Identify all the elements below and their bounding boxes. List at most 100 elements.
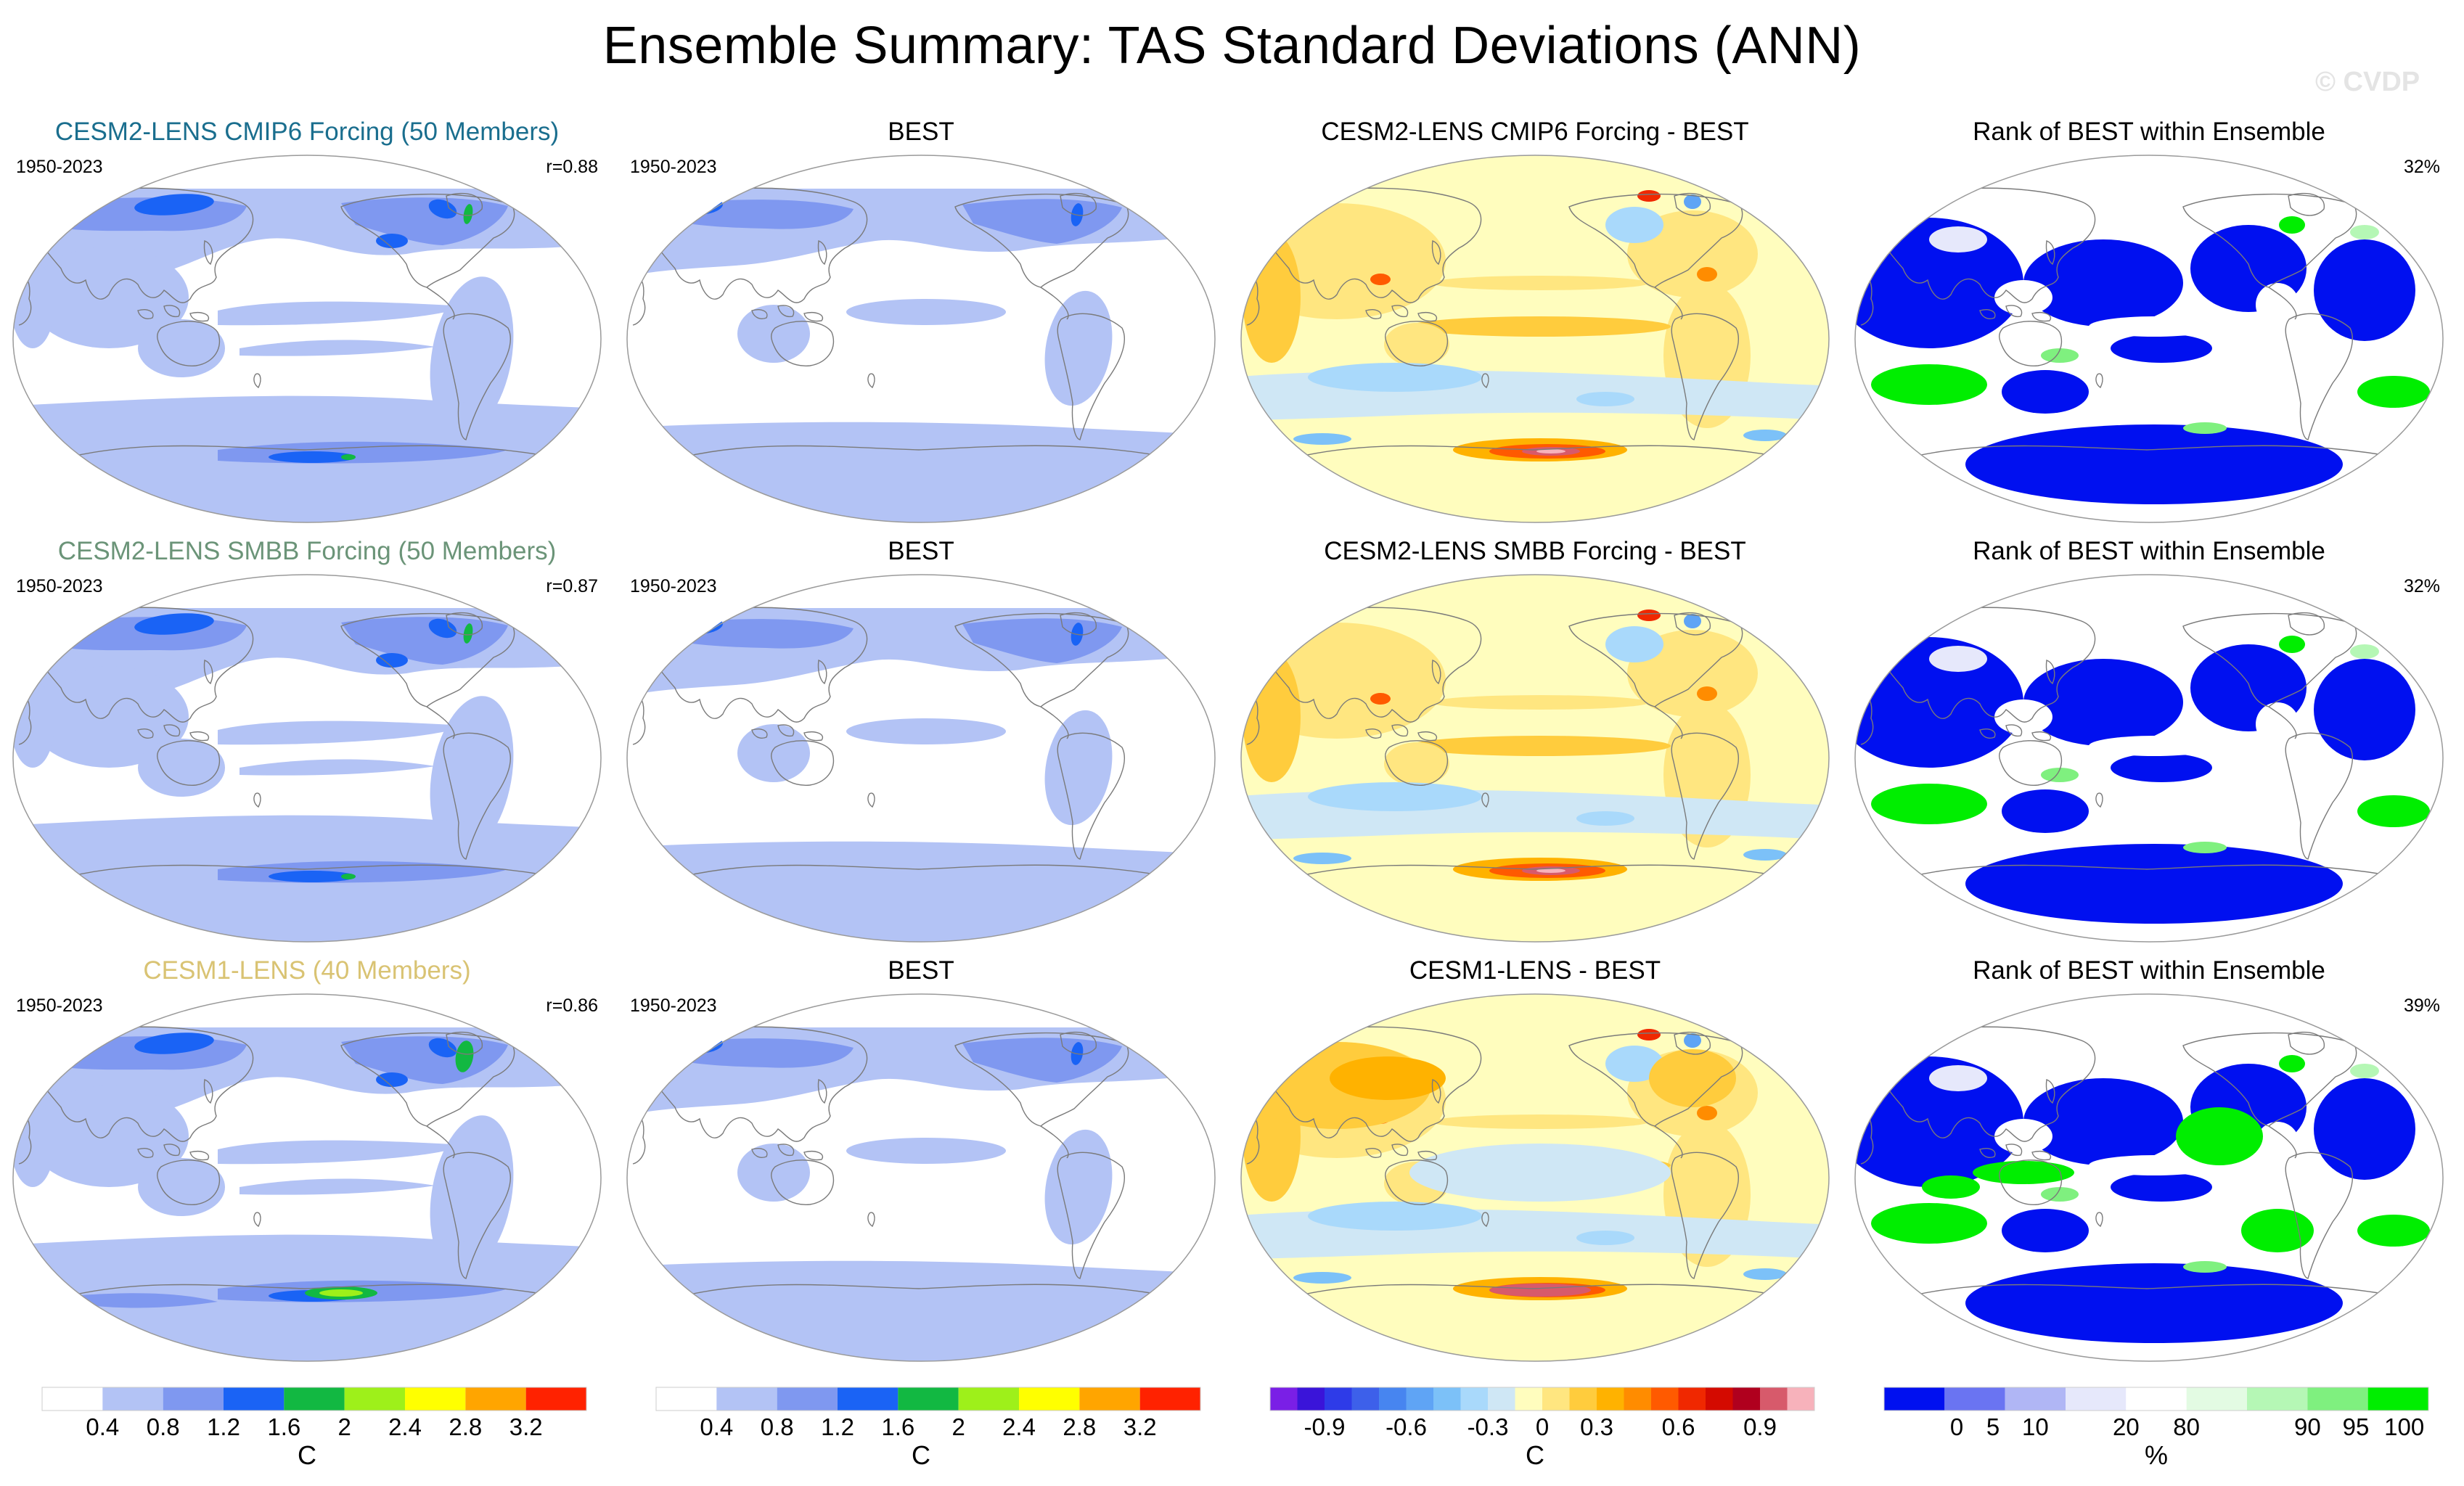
colorbar-tick-label: 2 (337, 1413, 351, 1440)
colorbar-swatch (1679, 1387, 1706, 1411)
colorbar-swatch (345, 1387, 405, 1411)
colorbar-swatch (2187, 1387, 2247, 1411)
colorbar-tick-label: 90 (2294, 1413, 2321, 1440)
colorbar-swatch (1270, 1387, 1298, 1411)
obs-std-map (614, 535, 1228, 955)
colorbar-unit-label: % (2145, 1440, 2168, 1470)
colorbar-swatch (1733, 1387, 1761, 1411)
colorbar-swatch (1515, 1387, 1543, 1411)
colorbar-swatch (465, 1387, 525, 1411)
panel-obs-row1: BEST 1950-2023 (614, 116, 1228, 535)
colorbar-unit-label: C (1526, 1440, 1544, 1470)
colorbar-swatch (2066, 1387, 2126, 1411)
colorbar-tick-label: 2.8 (1063, 1413, 1096, 1440)
colorbar-tick-label: 0.8 (147, 1413, 180, 1440)
page-title: Ensemble Summary: TAS Standard Deviation… (0, 16, 2464, 75)
diff-map (1228, 955, 1842, 1374)
std-map (0, 116, 614, 535)
colorbar-tick-label: 2.8 (449, 1413, 482, 1440)
colorbar-swatch (1433, 1387, 1461, 1411)
colorbar-tick-label: 3.2 (1123, 1413, 1157, 1440)
colorbar-swatch (42, 1387, 102, 1411)
std-map (0, 535, 614, 955)
colorbar-tick-label: 20 (2113, 1413, 2140, 1440)
colorbar-tick-label: 1.6 (267, 1413, 300, 1440)
panel-rank-row1: Rank of BEST within Ensemble 32% (1842, 116, 2456, 535)
colorbar-swatch (1379, 1387, 1407, 1411)
panel-obs-row2: BEST 1950-2023 (614, 535, 1228, 955)
panel-diff-row3: CESM1-LENS - BEST (1228, 955, 1842, 1374)
colorbar-tick-label: 10 (2022, 1413, 2049, 1440)
colorbar-tick-label: 80 (2173, 1413, 2200, 1440)
colorbar-swatch (2126, 1387, 2186, 1411)
colorbar-swatch (1884, 1387, 1944, 1411)
colorbar-unit-label: C (912, 1440, 930, 1470)
colorbar-swatch (1651, 1387, 1679, 1411)
panel-diff-row2: CESM2-LENS SMBB Forcing - BEST (1228, 535, 1842, 955)
colorbar-tick-label: -0.3 (1468, 1413, 1509, 1440)
colorbar-tick-label: -0.9 (1304, 1413, 1346, 1440)
colorbar-tick-label: 2.4 (1002, 1413, 1036, 1440)
panel-diff-row1: CESM2-LENS CMIP6 Forcing - BEST (1228, 116, 1842, 535)
panel-model-row3: CESM1-LENS (40 Members) 1950-2023 r=0.86 (0, 955, 614, 1374)
colorbar-swatch (1760, 1387, 1788, 1411)
colorbar-tick-label: 1.2 (207, 1413, 240, 1440)
obs-std-map (614, 955, 1228, 1374)
colorbar-swatch (2005, 1387, 2066, 1411)
colorbar-swatch (838, 1387, 898, 1411)
colorbar-tick-label: 100 (2384, 1413, 2424, 1440)
panel-rank-row2: Rank of BEST within Ensemble 32% (1842, 535, 2456, 955)
colorbar-swatch (1019, 1387, 1079, 1411)
colorbar-tick-label: 0.6 (1662, 1413, 1695, 1440)
colorbar-swatch (1542, 1387, 1570, 1411)
colorbar-model-std: 0.4 0.8 1.2 1.6 2 2.4 2.8 3.2 C (0, 1379, 614, 1486)
rank-map (1842, 116, 2456, 535)
colorbar-difference: -0.9 -0.6 -0.3 0 0.3 0.6 0.9 C (1228, 1379, 1842, 1486)
colorbar-tick-label: 3.2 (509, 1413, 543, 1440)
colorbar-tick-label: 2.4 (388, 1413, 422, 1440)
rank-map (1842, 535, 2456, 955)
colorbar-swatch (716, 1387, 777, 1411)
colorbar-swatch (1624, 1387, 1652, 1411)
colorbar-tick-label: -0.6 (1386, 1413, 1427, 1440)
obs-std-map (614, 116, 1228, 535)
colorbar-tick-label: 0.3 (1580, 1413, 1613, 1440)
colorbar-swatch (1788, 1387, 1815, 1411)
colorbar-tick-label: 95 (2343, 1413, 2370, 1440)
colorbar-swatch (405, 1387, 465, 1411)
diff-map (1228, 116, 1842, 535)
colorbar-tick-label: 5 (1986, 1413, 2000, 1440)
cvdp-watermark: © CVDP (2315, 67, 2420, 98)
colorbar-tick-label: 0.4 (86, 1413, 119, 1440)
colorbar-tick-label: 2 (951, 1413, 965, 1440)
panel-model-row1: CESM2-LENS CMIP6 Forcing (50 Members) 19… (0, 116, 614, 535)
colorbar-tick-label: 0.8 (761, 1413, 794, 1440)
colorbar-tick-label: 0.9 (1743, 1413, 1777, 1440)
colorbar-swatch (1407, 1387, 1434, 1411)
panel-model-row2: CESM2-LENS SMBB Forcing (50 Members) 195… (0, 535, 614, 955)
colorbar-rank: 0 5 10 20 80 90 95 100% (1842, 1379, 2456, 1486)
diff-map (1228, 535, 1842, 955)
colorbar-swatch (1488, 1387, 1515, 1411)
colorbar-swatch (102, 1387, 163, 1411)
colorbar-swatch (2307, 1387, 2367, 1411)
colorbar-swatch (1325, 1387, 1352, 1411)
colorbar-swatch (284, 1387, 344, 1411)
std-map (0, 955, 614, 1374)
colorbar-swatch (2368, 1387, 2428, 1411)
colorbar-swatch (656, 1387, 716, 1411)
colorbar-swatch (959, 1387, 1019, 1411)
colorbar-swatch (163, 1387, 224, 1411)
colorbar-swatch (1352, 1387, 1380, 1411)
colorbar-tick-label: 0 (1950, 1413, 1963, 1440)
colorbar-swatch (1597, 1387, 1624, 1411)
colorbar-tick-label: 1.6 (881, 1413, 914, 1440)
panel-rank-row3: Rank of BEST within Ensemble 39% (1842, 955, 2456, 1374)
colorbar-tick-label: 0 (1536, 1413, 1549, 1440)
colorbar-swatch (898, 1387, 958, 1411)
rank-map (1842, 955, 2456, 1374)
colorbar-swatch (1461, 1387, 1489, 1411)
colorbar-swatch (1140, 1387, 1200, 1411)
colorbar-swatch (1570, 1387, 1597, 1411)
colorbar-swatch (2247, 1387, 2307, 1411)
